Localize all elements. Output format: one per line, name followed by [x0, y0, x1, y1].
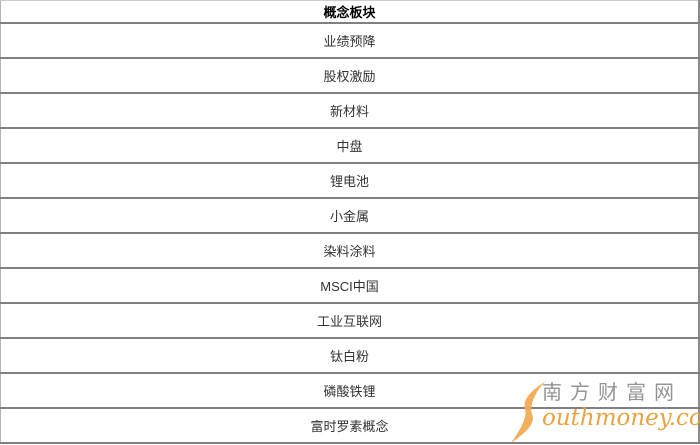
sector-cell: 磷酸铁锂 [0, 373, 699, 409]
table-row: 业绩预降 [0, 23, 699, 59]
table-row: 小金属 [0, 198, 699, 234]
table-row: 锂电池 [0, 163, 699, 199]
table-row: 磷酸铁锂 [0, 373, 699, 409]
table-row: 股权激励 [0, 58, 699, 94]
table-row: 染料涂料 [0, 233, 699, 269]
table-header-cell: 概念板块 [0, 0, 699, 24]
southmoney-watermark: 南方财富网 outhmoney.com [510, 381, 700, 444]
watermark-cn-text: 南方财富网 [542, 382, 682, 404]
sector-cell: 新材料 [0, 93, 699, 129]
sector-cell: 小金属 [0, 198, 699, 234]
table-header-row: 概念板块 [0, 0, 699, 24]
sector-cell: 富时罗素概念 [0, 408, 699, 444]
sector-cell: 业绩预降 [0, 23, 699, 59]
sector-cell: 股权激励 [0, 58, 699, 94]
table-row: 新材料 [0, 93, 699, 129]
sector-cell: 工业互联网 [0, 303, 699, 339]
sector-cell: 染料涂料 [0, 233, 699, 269]
table-row: 中盘 [0, 128, 699, 164]
table-row: 富时罗素概念 [0, 408, 699, 444]
watermark-en-text: outhmoney.com [542, 405, 700, 431]
watermark-text-block: 南方财富网 outhmoney.com [542, 382, 700, 431]
sector-cell: MSCI中国 [0, 268, 699, 304]
sector-cell: 锂电池 [0, 163, 699, 199]
sector-cell: 钛白粉 [0, 338, 699, 374]
southmoney-s-swoosh-icon [511, 381, 546, 443]
table-row: 工业互联网 [0, 303, 699, 339]
table-row: 钛白粉 [0, 338, 699, 374]
table-row: MSCI中国 [0, 268, 699, 304]
sector-cell: 中盘 [0, 128, 699, 164]
